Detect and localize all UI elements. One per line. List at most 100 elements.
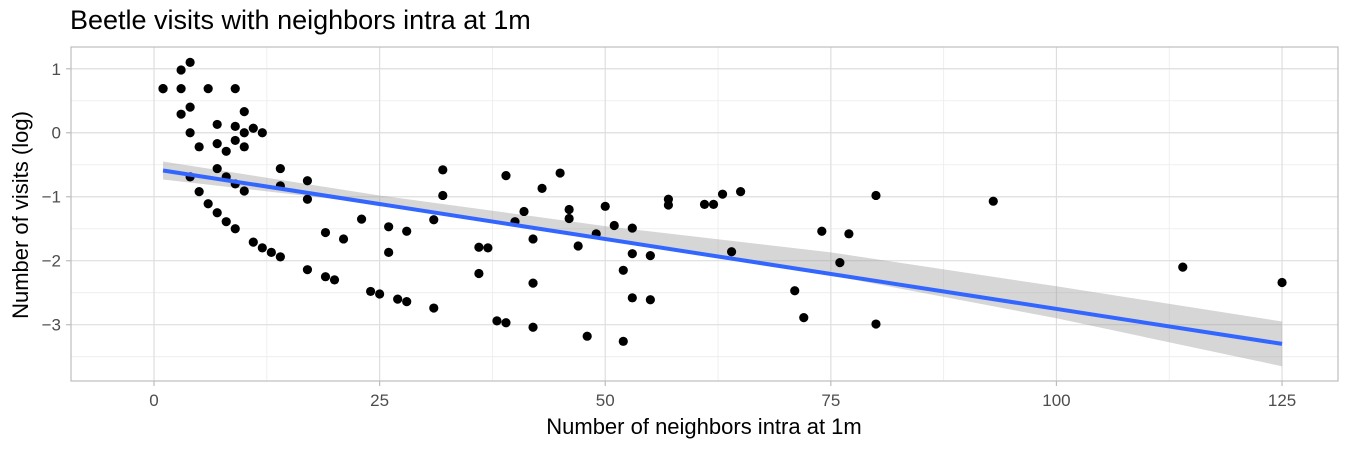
data-point xyxy=(474,268,484,279)
data-point xyxy=(230,121,240,131)
data-point xyxy=(275,163,285,174)
data-point xyxy=(537,183,547,194)
data-point xyxy=(384,222,394,232)
y-tick-label: −1 xyxy=(42,188,61,207)
data-point xyxy=(528,234,538,244)
data-point xyxy=(185,102,195,112)
data-point xyxy=(203,199,213,209)
data-point xyxy=(1277,277,1287,288)
data-point xyxy=(239,107,249,117)
y-tick-label: 0 xyxy=(52,124,61,143)
x-tick-label: 125 xyxy=(1268,391,1296,410)
data-point xyxy=(185,57,195,67)
data-point xyxy=(564,204,574,215)
x-tick-label: 0 xyxy=(149,391,158,410)
data-point xyxy=(239,142,249,152)
data-point xyxy=(501,318,511,328)
data-point xyxy=(393,294,403,304)
data-point xyxy=(212,163,222,174)
data-point xyxy=(230,135,240,146)
data-point xyxy=(735,187,746,197)
y-tick-label: 1 xyxy=(52,60,61,79)
grid-lines xyxy=(71,47,1338,381)
data-point xyxy=(708,199,719,210)
data-point xyxy=(239,128,249,138)
data-point xyxy=(429,215,439,225)
data-point xyxy=(302,194,313,204)
data-point xyxy=(564,213,574,224)
data-point xyxy=(248,237,258,247)
data-point xyxy=(329,275,340,285)
y-axis-title: Number of visits (log) xyxy=(8,111,33,319)
data-point xyxy=(221,146,231,156)
data-point xyxy=(618,265,628,275)
data-point xyxy=(302,176,313,186)
data-point xyxy=(618,336,628,346)
data-point xyxy=(375,289,385,299)
data-point xyxy=(257,243,267,253)
data-point xyxy=(185,128,195,138)
data-point xyxy=(790,286,800,296)
data-point xyxy=(230,83,240,94)
x-tick-label: 50 xyxy=(596,391,615,410)
data-point xyxy=(176,83,186,94)
data-point xyxy=(402,297,412,307)
data-point xyxy=(844,229,854,239)
data-point xyxy=(609,220,619,231)
data-point xyxy=(356,214,367,224)
data-point xyxy=(212,119,222,130)
data-point xyxy=(726,247,737,257)
data-point xyxy=(717,189,728,199)
data-point xyxy=(627,223,637,233)
regression-line xyxy=(162,168,1283,346)
data-point xyxy=(492,316,502,326)
data-point xyxy=(239,186,249,196)
data-point xyxy=(645,250,655,261)
data-point xyxy=(528,278,538,288)
data-point xyxy=(501,171,511,181)
data-point xyxy=(212,139,222,149)
data-point xyxy=(320,272,331,282)
data-point xyxy=(799,313,809,323)
data-point xyxy=(402,226,412,236)
data-point xyxy=(320,227,331,238)
data-point xyxy=(384,247,394,257)
data-point xyxy=(645,295,655,305)
x-tick-label: 75 xyxy=(821,391,840,410)
x-tick-label: 100 xyxy=(1042,391,1070,410)
data-point xyxy=(257,128,267,138)
x-axis-ticks: 0 25 50 75 100 125 xyxy=(149,381,1296,410)
data-point xyxy=(699,199,710,210)
data-point xyxy=(275,252,285,262)
data-point xyxy=(366,286,376,297)
data-point xyxy=(176,65,186,75)
data-point xyxy=(302,265,313,275)
y-axis-ticks: −3 −2 −1 0 1 xyxy=(42,60,71,335)
data-point xyxy=(212,208,222,218)
data-point xyxy=(221,217,231,227)
data-point xyxy=(1178,262,1188,272)
x-tick-label: 25 xyxy=(370,391,389,410)
data-point xyxy=(519,206,529,217)
data-point xyxy=(528,322,538,332)
data-point xyxy=(194,187,204,197)
data-point xyxy=(663,200,674,210)
data-point xyxy=(438,165,448,175)
data-point xyxy=(555,168,565,178)
data-point xyxy=(248,123,258,133)
x-axis-title: Number of neighbors intra at 1m xyxy=(546,414,862,439)
data-point xyxy=(158,83,168,94)
data-point xyxy=(988,196,998,206)
data-point xyxy=(871,319,881,329)
data-point xyxy=(194,142,204,152)
data-point xyxy=(582,331,592,341)
data-point xyxy=(429,303,439,313)
data-point xyxy=(627,293,637,303)
data-point xyxy=(483,243,493,253)
data-point xyxy=(835,258,845,268)
data-point xyxy=(573,241,583,251)
data-point xyxy=(203,83,213,94)
y-tick-label: −3 xyxy=(42,316,61,335)
data-point xyxy=(871,190,881,201)
